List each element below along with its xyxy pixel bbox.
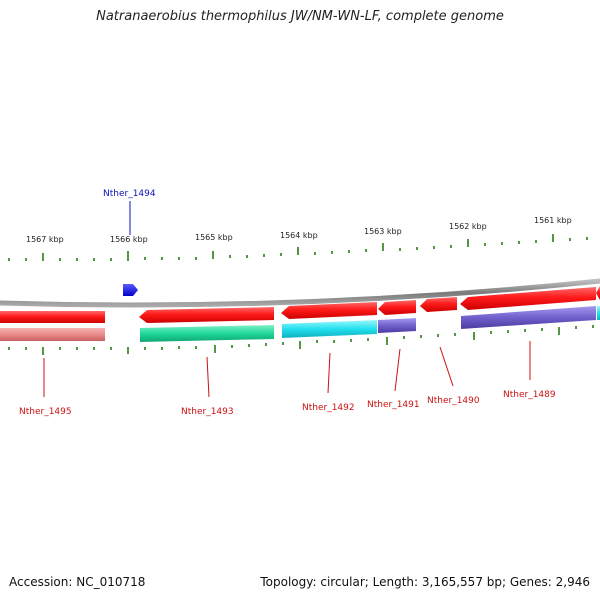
gene-label-nther-1495[interactable]: Nther_1495 (19, 407, 72, 417)
feature-purple-2 (461, 306, 596, 329)
scale-label: 1562 kbp (449, 222, 487, 231)
gene-label: Nther_1494 (103, 189, 156, 199)
gene-next-partial[interactable] (596, 286, 600, 300)
scale-label: 1566 kbp (110, 235, 148, 244)
gene-label-nther-1492[interactable]: Nther_1492 (302, 403, 355, 413)
feature-pink (0, 328, 105, 341)
feature-green (140, 325, 274, 342)
scale-label: 1561 kbp (534, 216, 572, 225)
gene-label-nther-1490[interactable]: Nther_1490 (427, 396, 480, 406)
genome-map[interactable]: 1567 kbp 1566 kbp 1565 kbp 1564 kbp 1563… (0, 0, 600, 600)
scale-labels: 1567 kbp 1566 kbp 1565 kbp 1564 kbp 1563… (26, 216, 572, 244)
gene-label-texts: Nther_1495 Nther_1493 Nther_1492 Nther_1… (19, 390, 556, 417)
scale-label: 1565 kbp (195, 233, 233, 242)
gene-label-nther-1491[interactable]: Nther_1491 (367, 400, 420, 410)
gene-nther-1490[interactable] (420, 297, 457, 312)
gene-label-nther-1494[interactable]: Nther_1494 (103, 189, 156, 235)
gene-nther-1491[interactable] (378, 300, 416, 315)
feature-cyan (282, 320, 377, 338)
gene-nther-1495[interactable] (0, 311, 105, 323)
gene-labels (44, 341, 530, 397)
gene-label-nther-1493[interactable]: Nther_1493 (181, 407, 234, 417)
gene-nther-1494[interactable] (123, 284, 138, 296)
gene-label-nther-1489[interactable]: Nther_1489 (503, 390, 556, 400)
scale-label: 1567 kbp (26, 235, 64, 244)
accession-label: Accession: NC_010718 (9, 575, 145, 589)
feature-purple-1 (378, 318, 416, 333)
gene-nther-1493[interactable] (139, 307, 274, 323)
scale-label: 1563 kbp (364, 227, 402, 236)
genome-summary: Topology: circular; Length: 3,165,557 bp… (260, 575, 590, 589)
scale-label: 1564 kbp (280, 231, 318, 240)
